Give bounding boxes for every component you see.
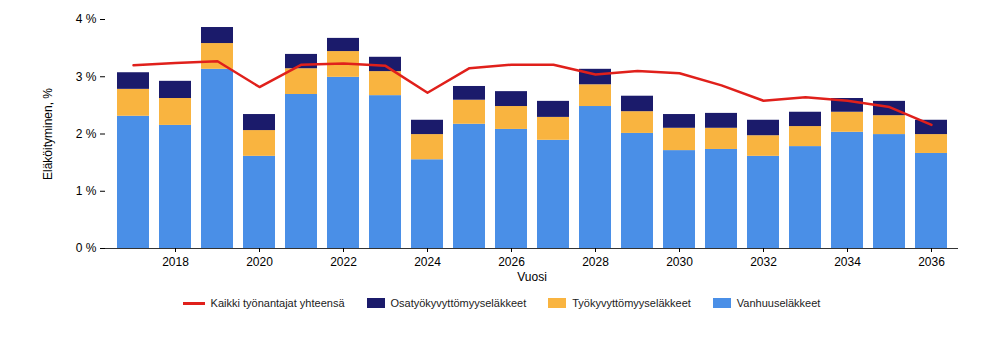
svg-text:2034: 2034 xyxy=(834,255,861,269)
svg-text:2 %: 2 % xyxy=(76,127,97,141)
svg-text:2036: 2036 xyxy=(918,255,945,269)
svg-text:4 %: 4 % xyxy=(76,12,97,26)
html-text:Vanhuuseläkkeet: Vanhuuseläkkeet xyxy=(736,297,821,309)
svg-text:2028: 2028 xyxy=(582,255,609,269)
svg-text:3 %: 3 % xyxy=(76,70,97,84)
html-text:Osatyökyvyttömyyseläkkeet: Osatyökyvyttömyyseläkkeet xyxy=(390,297,527,309)
svg-text:Vuosi: Vuosi xyxy=(517,270,547,284)
svg-text:2020: 2020 xyxy=(246,255,273,269)
svg-text:2024: 2024 xyxy=(414,255,441,269)
svg-text:Eläköityminen, %: Eläköityminen, % xyxy=(41,88,55,180)
html-text:Työkyvyttömyyseläkkeet: Työkyvyttömyyseläkkeet xyxy=(572,297,691,309)
svg-text:1 %: 1 % xyxy=(76,184,97,198)
svg-text:2030: 2030 xyxy=(666,255,693,269)
svg-text:2022: 2022 xyxy=(330,255,357,269)
html-text:Kaikki työnantajat yhteensä: Kaikki työnantajat yhteensä xyxy=(210,297,345,309)
svg-text:2032: 2032 xyxy=(750,255,777,269)
svg-text:2026: 2026 xyxy=(498,255,525,269)
svg-text:0 %: 0 % xyxy=(76,241,97,255)
svg-text:2018: 2018 xyxy=(162,255,189,269)
